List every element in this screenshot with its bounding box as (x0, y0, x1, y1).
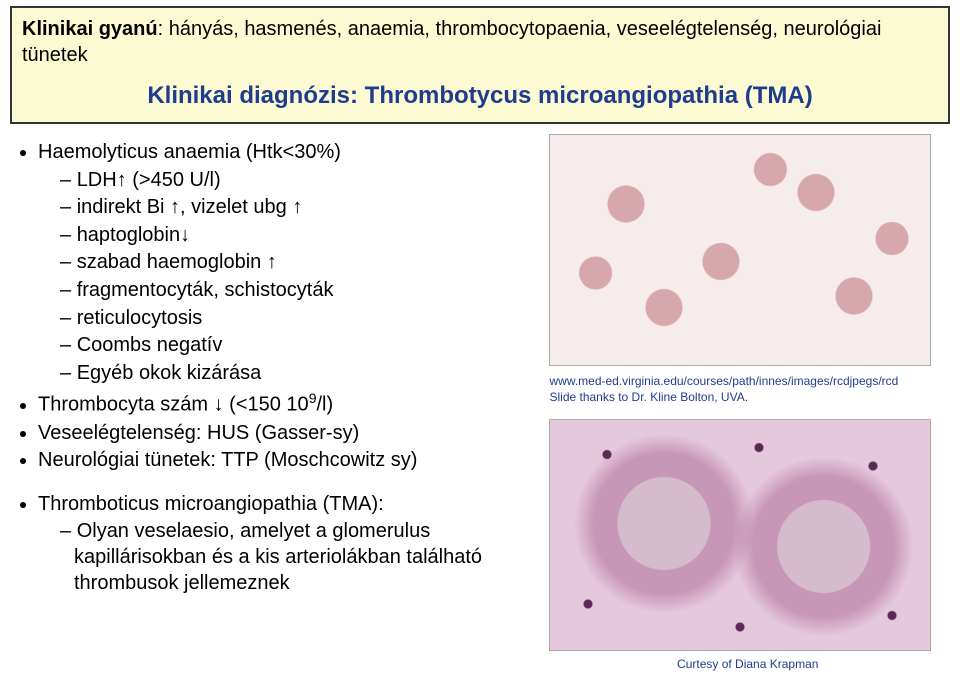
sub-reticulo: reticulocytosis (60, 306, 529, 332)
image-credit-bottom: Curtesy of Diana Krapman (549, 657, 946, 671)
bullet-haemolyticus-text: Haemolyticus anaemia (Htk<30%) (38, 141, 341, 163)
right-column: www.med-ed.virginia.edu/courses/path/inn… (529, 134, 946, 671)
credit-slide: Slide thanks to Dr. Kline Bolton, UVA. (549, 390, 748, 404)
bullet-vese: Veseelégtelenség: HUS (Gasser-sy) (38, 421, 529, 447)
bullet-list-lower: Thromboticus microangiopathia (TMA): Oly… (14, 492, 529, 596)
bullet-list: Haemolyticus anaemia (Htk<30%) LDH↑ (>45… (14, 140, 529, 474)
bullet-neuro: Neurológiai tünetek: TTP (Moschcowitz sy… (38, 448, 529, 474)
sub-fragmento: fragmentocyták, schistocyták (60, 278, 529, 304)
sub-hapto: haptoglobin↓ (60, 223, 529, 249)
sub-coombs: Coombs negatív (60, 333, 529, 359)
sub-szabad: szabad haemoglobin ↑ (60, 250, 529, 276)
thrombocyta-post: /l) (316, 394, 333, 416)
sub-indirekt: indirekt Bi ↑, vizelet ubg ↑ (60, 195, 529, 221)
sub-veselaesio: Olyan veselaesio, amelyet a glomerulus k… (60, 519, 529, 596)
header-lead: Klinikai gyanú (22, 18, 158, 40)
header-diagnosis-title: Klinikai diagnózis: Thrombotycus microan… (22, 82, 938, 110)
blood-smear-image (549, 134, 931, 366)
haemolyticus-sublist: LDH↑ (>450 U/l) indirekt Bi ↑, vizelet u… (38, 168, 529, 387)
sub-egyeb: Egyéb okok kizárása (60, 361, 529, 387)
credit-url: www.med-ed.virginia.edu/courses/path/inn… (549, 374, 898, 388)
thrombocyta-pre: Thrombocyta szám ↓ (<150 10 (38, 394, 309, 416)
header-box: Klinikai gyanú: hányás, hasmenés, anaemi… (10, 6, 950, 124)
bullet-haemolyticus: Haemolyticus anaemia (Htk<30%) LDH↑ (>45… (38, 140, 529, 386)
header-suspicion-line: Klinikai gyanú: hányás, hasmenés, anaemi… (22, 16, 938, 68)
image-credit-top: www.med-ed.virginia.edu/courses/path/inn… (549, 374, 946, 405)
sub-ldh: LDH↑ (>450 U/l) (60, 168, 529, 194)
body-columns: Haemolyticus anaemia (Htk<30%) LDH↑ (>45… (0, 124, 960, 671)
bullet-tma: Thromboticus microangiopathia (TMA): Oly… (38, 492, 529, 596)
tma-sublist: Olyan veselaesio, amelyet a glomerulus k… (38, 519, 529, 596)
bullet-thrombocyta: Thrombocyta szám ↓ (<150 109/l) (38, 390, 529, 418)
histology-image (549, 419, 931, 651)
left-column: Haemolyticus anaemia (Htk<30%) LDH↑ (>45… (14, 134, 529, 671)
bullet-tma-text: Thromboticus microangiopathia (TMA): (38, 493, 384, 515)
